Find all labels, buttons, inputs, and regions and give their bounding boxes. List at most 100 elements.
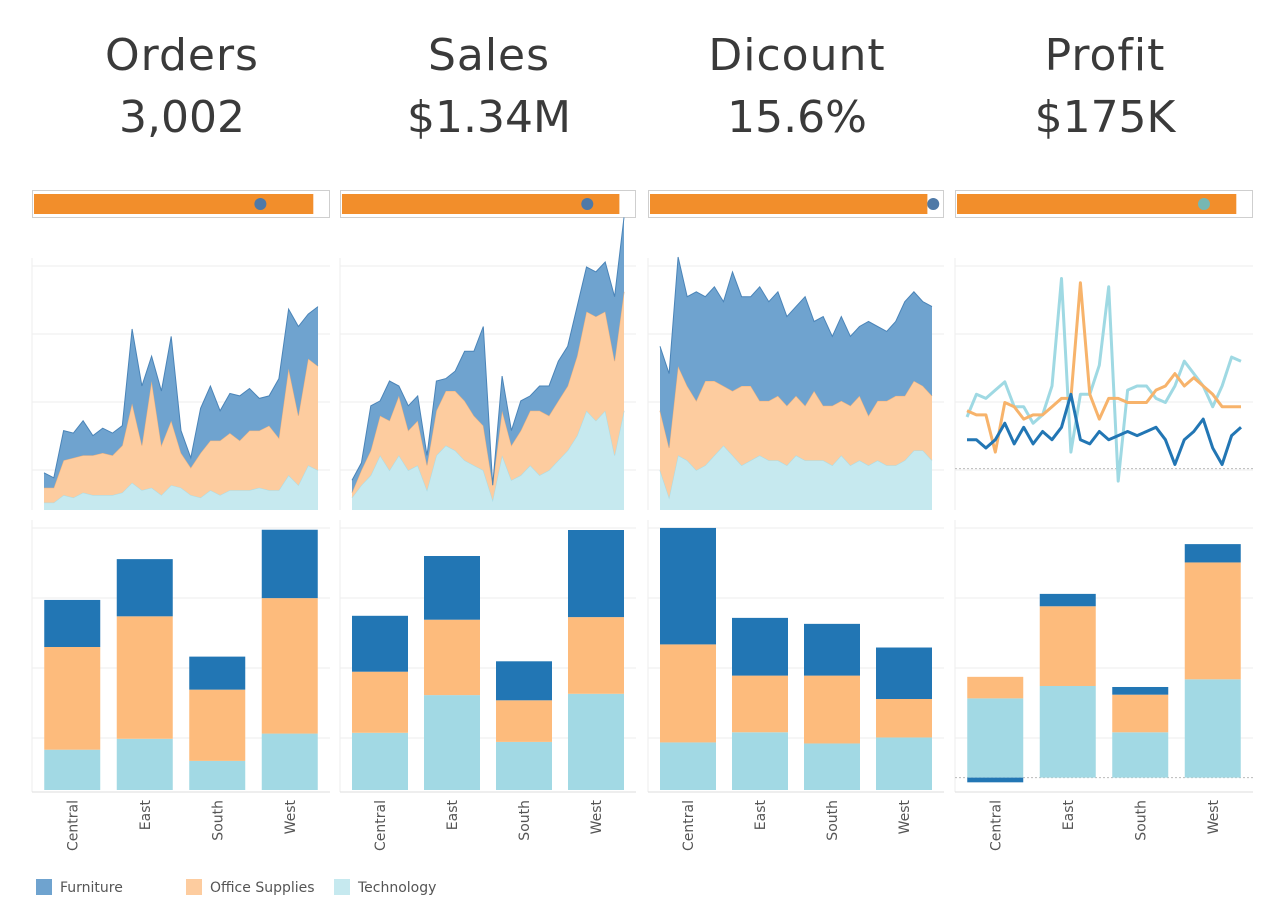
bar-east-technology	[424, 695, 480, 790]
bar-south-technology	[189, 760, 246, 790]
line-series-furniture	[967, 392, 1242, 466]
area-edge-technology	[351, 409, 625, 503]
line-series-technology	[965, 277, 1242, 483]
bar-west-office-supplies	[568, 617, 624, 694]
legend-label-technology: Technology	[358, 880, 437, 896]
bar-east-technology	[1039, 686, 1096, 778]
x-tick-label-central: Central	[65, 800, 81, 851]
area-edge-furniture	[659, 256, 933, 374]
bar-south-technology	[496, 741, 552, 790]
bar-west-technology	[261, 733, 318, 790]
bar-central-furniture	[967, 777, 1024, 783]
bar-central-technology	[660, 742, 716, 790]
bullet-marker-orders	[254, 198, 267, 210]
legend-item-furniture[interactable]: Furniture	[36, 878, 123, 898]
x-tick-label-east: East	[138, 800, 154, 831]
bullet-bar-dicount	[650, 194, 928, 214]
bar-east-furniture	[116, 559, 173, 617]
x-tick-label-south: South	[1133, 800, 1149, 841]
kpi-orders: Orders 3,002	[32, 28, 332, 148]
bullet-marker-sales	[581, 198, 594, 210]
area-series-furniture	[44, 306, 318, 488]
bar-south-furniture	[496, 661, 552, 701]
bar-south-office-supplies	[189, 689, 246, 761]
trend-chart-profit-trend	[954, 258, 1253, 510]
bar-central-furniture	[44, 599, 101, 647]
kpi-orders-value: 3,002	[119, 92, 245, 143]
bar-chart-sales-by-region: Central East South West	[339, 520, 636, 851]
bar-west-furniture	[1184, 544, 1241, 563]
bar-east-furniture	[1039, 593, 1096, 607]
bar-central-office-supplies	[352, 671, 408, 733]
bar-south-technology	[1112, 732, 1169, 778]
bar-central-furniture	[352, 615, 408, 672]
x-tick-label-south: South	[517, 800, 533, 841]
trend-chart-discount-trend	[647, 256, 944, 510]
bar-west-office-supplies	[1184, 562, 1241, 680]
legend-swatch-furniture	[36, 878, 52, 895]
bullet-marker-dicount	[927, 198, 940, 210]
trend-chart-sales-trend	[339, 217, 636, 510]
kpi-discount-value: 15.6%	[727, 92, 867, 143]
bar-chart-orders-by-region: Central East South West	[31, 520, 330, 851]
legend-item-office-supplies[interactable]: Office Supplies	[186, 878, 315, 898]
bar-central-furniture	[660, 527, 716, 645]
bullet-bar-orders	[34, 194, 314, 214]
kpi-profit-value: $175K	[1034, 92, 1176, 143]
bar-west-technology	[1184, 679, 1241, 778]
x-tick-label-west: West	[283, 799, 299, 834]
kpi-profit: Profit $175K	[955, 28, 1255, 148]
bar-south-technology	[804, 743, 860, 790]
bar-west-office-supplies	[261, 598, 318, 734]
x-tick-label-west: West	[589, 799, 605, 834]
x-tick-label-south: South	[825, 800, 841, 841]
area-series-furniture	[660, 257, 932, 448]
area-series-technology	[352, 410, 624, 510]
bar-east-office-supplies	[116, 616, 173, 739]
kpi-sales: Sales $1.34M	[339, 28, 639, 148]
legend-label-furniture: Furniture	[60, 880, 123, 896]
kpi-discount: Dicount 15.6%	[647, 28, 947, 148]
bar-east-office-supplies	[1039, 606, 1096, 686]
legend-swatch-office-supplies	[186, 878, 202, 895]
bar-central-office-supplies	[967, 676, 1024, 699]
bar-chart-profit-by-region: Central East South West	[954, 520, 1253, 851]
bar-east-technology	[116, 738, 173, 790]
kpi-sales-value: $1.34M	[407, 92, 571, 143]
bar-central-technology	[44, 749, 101, 790]
x-tick-label-central: Central	[373, 800, 389, 851]
legend-swatch-technology	[334, 878, 350, 895]
line-series-office-supplies	[966, 281, 1241, 454]
bar-south-office-supplies	[804, 675, 860, 744]
bar-south-furniture	[804, 623, 860, 676]
area-series-technology	[660, 445, 932, 510]
bar-west-technology	[568, 693, 624, 790]
bar-south-office-supplies	[1112, 694, 1169, 733]
bar-south-furniture	[1112, 686, 1169, 695]
bar-west-furniture	[261, 529, 318, 599]
legend-item-technology[interactable]: Technology	[334, 878, 436, 898]
kpi-orders-label: Orders	[105, 30, 259, 81]
bar-west-technology	[876, 737, 932, 790]
kpi-profit-label: Profit	[1044, 30, 1166, 81]
bar-central-technology	[352, 732, 408, 790]
kpi-discount-label: Dicount	[708, 30, 886, 81]
bar-east-furniture	[424, 556, 480, 620]
bullet-marker-profit	[1197, 198, 1210, 210]
trend-chart-orders-trend	[31, 258, 330, 510]
x-tick-label-west: West	[1206, 799, 1222, 834]
area-edge-furniture	[43, 306, 319, 479]
area-series-office-supplies	[352, 291, 624, 501]
bar-east-office-supplies	[424, 619, 480, 696]
bullet-bar-profit	[957, 194, 1237, 214]
legend-label-office-supplies: Office Supplies	[210, 880, 315, 896]
x-tick-label-south: South	[210, 800, 226, 841]
bar-central-technology	[967, 698, 1024, 778]
bar-east-furniture	[732, 617, 788, 676]
bar-west-office-supplies	[876, 699, 932, 738]
bar-east-technology	[732, 732, 788, 790]
x-tick-label-west: West	[897, 799, 913, 834]
bar-west-furniture	[568, 530, 624, 618]
bar-west-furniture	[876, 647, 932, 699]
